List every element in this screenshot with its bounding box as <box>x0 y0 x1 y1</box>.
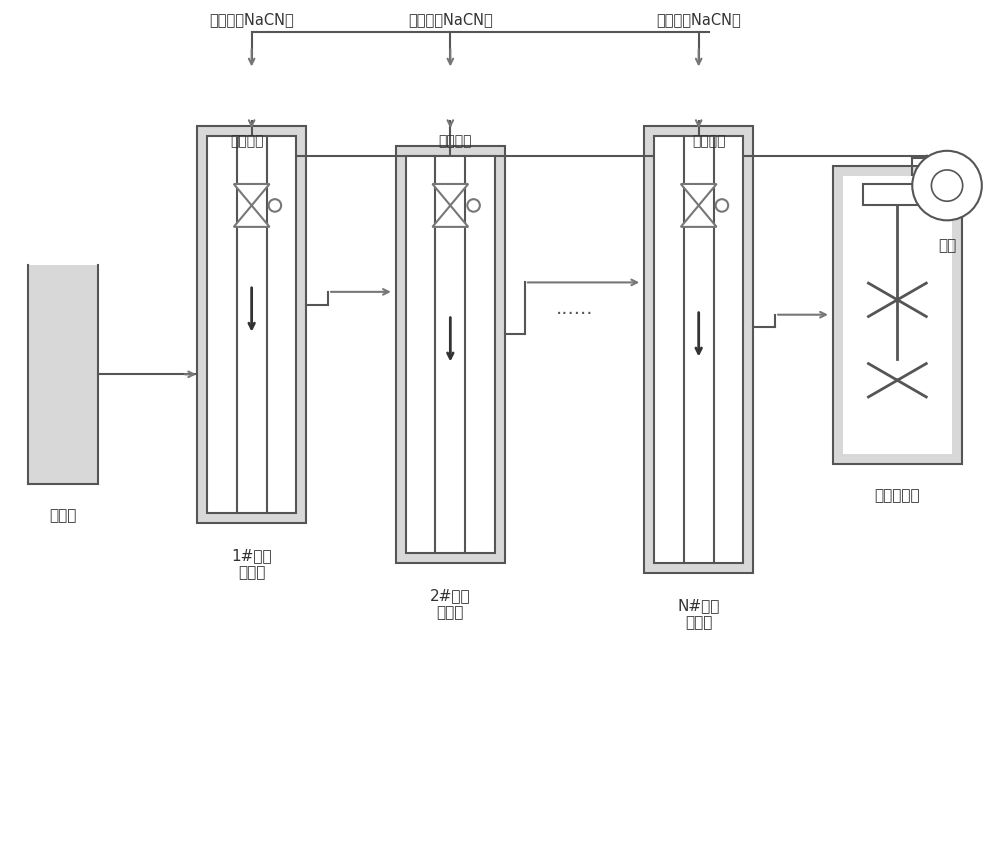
Text: ......: ...... <box>556 299 593 317</box>
Text: 浸出剂（NaCN）: 浸出剂（NaCN） <box>408 12 493 27</box>
Circle shape <box>716 199 728 212</box>
Bar <box>833 165 962 463</box>
Bar <box>28 265 98 484</box>
Bar <box>406 156 495 553</box>
Text: 1#气力
浸出槽: 1#气力 浸出槽 <box>231 548 272 581</box>
Circle shape <box>931 170 963 201</box>
Text: 浸出剂（NaCN）: 浸出剂（NaCN） <box>209 12 294 27</box>
Polygon shape <box>234 184 270 205</box>
Circle shape <box>269 199 281 212</box>
Bar <box>863 184 932 205</box>
Bar <box>396 146 505 563</box>
Text: 浸取液储槽: 浸取液储槽 <box>875 489 920 504</box>
Polygon shape <box>681 205 717 227</box>
Polygon shape <box>432 184 468 205</box>
Text: 2#气力
浸出槽: 2#气力 浸出槽 <box>430 588 471 620</box>
Text: 缓冲筱: 缓冲筱 <box>49 508 77 523</box>
Bar <box>197 126 306 523</box>
Polygon shape <box>681 184 717 205</box>
Bar <box>654 136 743 563</box>
Polygon shape <box>432 205 468 227</box>
Bar <box>843 176 952 454</box>
Polygon shape <box>234 205 270 227</box>
Text: N#气力
浸出槽: N#气力 浸出槽 <box>677 598 720 630</box>
Circle shape <box>912 151 982 220</box>
Text: 浸出剂（NaCN）: 浸出剂（NaCN） <box>656 12 741 27</box>
Circle shape <box>467 199 480 212</box>
Text: 压缩空气: 压缩空气 <box>230 134 263 148</box>
Text: 压缩空气: 压缩空气 <box>439 134 472 148</box>
Bar <box>207 136 296 513</box>
Bar <box>644 126 753 573</box>
Text: 风机: 风机 <box>938 238 956 253</box>
Text: 压缩空气: 压缩空气 <box>692 134 725 148</box>
